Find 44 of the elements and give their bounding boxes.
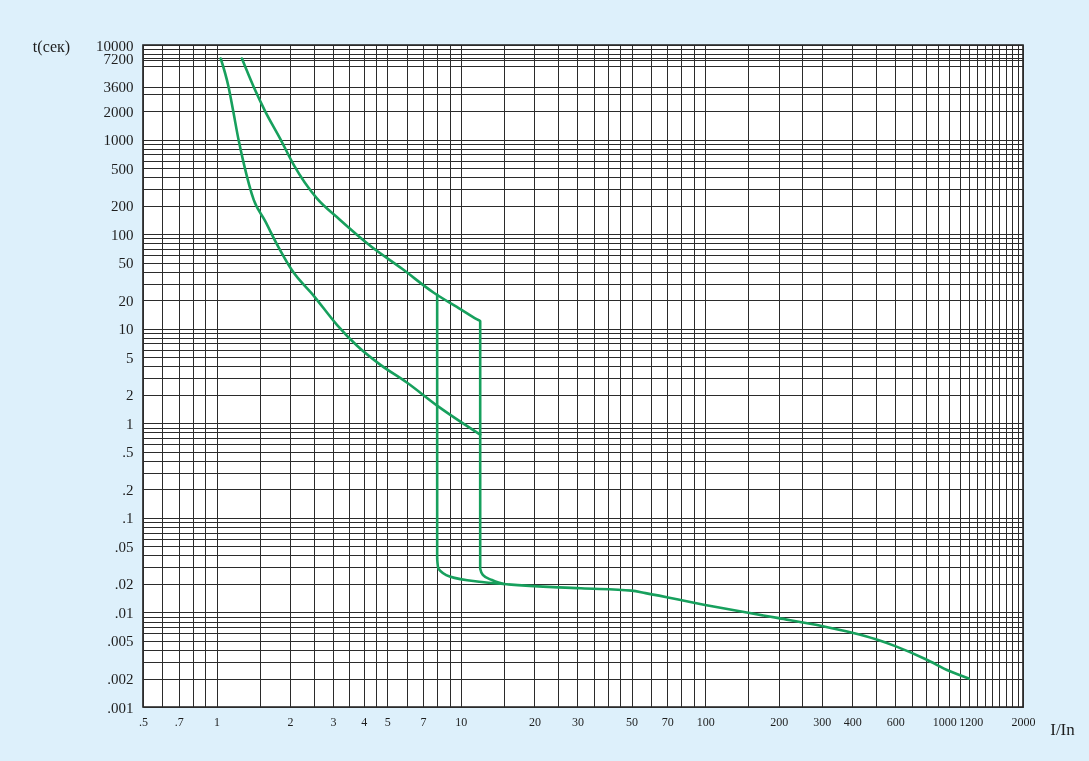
x-tick-label: .5 [139,714,148,729]
y-tick-label: .005 [107,633,134,650]
x-tick-label: 1200 [959,714,984,729]
y-tick-label: .5 [122,444,134,461]
x-tick-label: 400 [843,714,862,729]
y-tick-label: .2 [122,481,134,498]
x-tick-label: 30 [571,714,584,729]
x-tick-label: 70 [661,714,674,729]
x-tick-label: 20 [528,714,541,729]
y-tick-label: 500 [111,160,134,177]
x-tick-label: 200 [770,714,789,729]
x-tick-label: 5 [384,714,391,729]
y-tick-label: 1 [126,415,134,432]
y-tick-label: .02 [114,576,134,593]
y-tick-label: 50 [118,255,134,272]
x-tick-label: 2000 [1011,714,1036,729]
y-tick-label: .002 [107,671,134,688]
x-tick-label: 100 [696,714,715,729]
y-tick-label: .001 [107,699,134,716]
y-tick-label: 1000 [103,132,134,149]
x-axis-title: I/In [1050,719,1076,739]
y-tick-label: 3600 [103,79,134,96]
x-tick-label: 1000 [932,714,957,729]
y-axis-title: t(сек) [32,37,71,56]
x-tick-label: 3 [330,714,337,729]
x-tick-label: 7 [420,714,427,729]
y-tick-label: .1 [122,510,134,527]
y-tick-label: .01 [114,604,134,621]
y-tick-label: 10 [118,321,134,338]
x-tick-label: 10 [455,714,468,729]
x-tick-label: 2 [287,714,294,729]
x-tick-label: 4 [361,714,368,729]
x-tick-label: 50 [626,714,639,729]
y-tick-label: .05 [114,538,134,555]
x-tick-label: .7 [174,714,184,729]
y-tick-label: 2 [126,387,134,404]
y-tick-label: 200 [111,198,134,215]
x-tick-label: 1 [214,714,221,729]
y-tick-label: 20 [118,292,134,309]
x-tick-label: 300 [813,714,832,729]
y-tick-label: 2000 [103,103,134,120]
y-tick-label: 5 [126,349,134,366]
x-tick-label: 600 [886,714,905,729]
y-tick-label: 100 [111,226,134,243]
